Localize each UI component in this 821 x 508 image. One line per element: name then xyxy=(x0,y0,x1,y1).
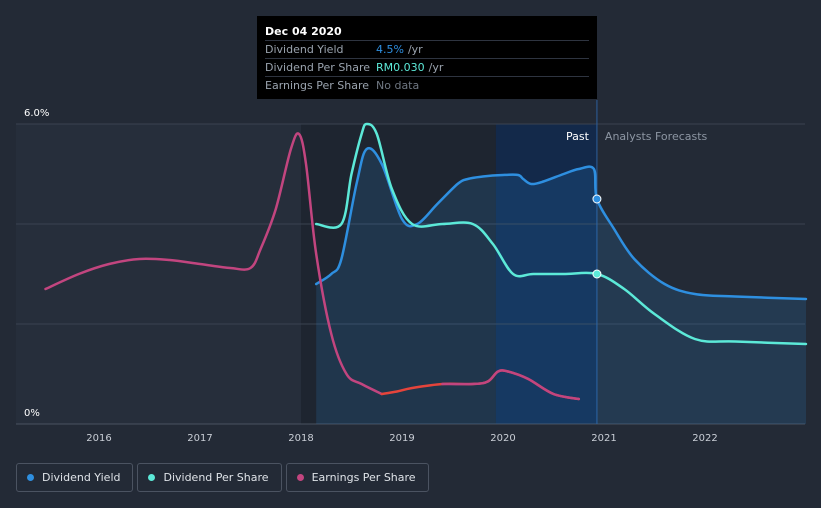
tooltip-label: Dividend Per Share xyxy=(265,61,371,74)
tooltip-label: Dividend Yield xyxy=(265,43,344,56)
tooltip-date: Dec 04 2020 xyxy=(265,25,342,38)
dividend-yield-area xyxy=(316,148,806,424)
x-tick-label: 2022 xyxy=(692,433,717,444)
tooltip-value: No data xyxy=(376,79,420,92)
area-fills xyxy=(316,148,806,424)
x-tick-label: 2021 xyxy=(591,433,616,444)
legend-label: Dividend Per Share xyxy=(163,471,269,484)
x-tick-label: 2020 xyxy=(490,433,515,444)
gridlines xyxy=(16,100,805,425)
dividend-yield-line xyxy=(314,146,808,301)
tooltip-unit: /yr xyxy=(428,61,444,74)
tooltip-unit: /yr xyxy=(407,43,423,56)
chart-legend: Dividend Yield Dividend Per Share Earnin… xyxy=(16,463,433,492)
tooltip-value: 4.5% xyxy=(376,43,404,56)
x-tick-label: 2019 xyxy=(389,433,414,444)
x-tick-label: 2017 xyxy=(187,433,212,444)
legend-earnings-per-share[interactable]: Earnings Per Share xyxy=(285,463,429,492)
dividend-per-share-marker xyxy=(592,269,602,279)
dividend-per-share-line xyxy=(314,122,808,346)
y-tick-label-top: 6.0% xyxy=(24,108,49,119)
legend-dot-icon xyxy=(148,474,156,481)
tooltip-row-dividend-yield: Dividend Yield 4.5% /yr xyxy=(265,40,589,58)
tooltip-row-earnings-per-share: Earnings Per Share No data xyxy=(265,76,589,94)
hover-markers xyxy=(592,194,602,279)
earnings-per-share-line xyxy=(44,132,384,396)
legend-label: Dividend Yield xyxy=(42,471,121,484)
axis-labels: 6.0% 0% 2016 2017 2018 2019 2020 2021 2022 Past An… xyxy=(24,108,718,444)
pre-2018-region xyxy=(16,124,301,424)
legend-dividend-per-share[interactable]: Dividend Per Share xyxy=(137,463,282,492)
chart-background xyxy=(16,124,597,424)
legend-dot-icon xyxy=(296,474,304,481)
tooltip-row-dividend-per-share: Dividend Per Share RM0.030 /yr xyxy=(265,58,589,76)
legend-dot-icon xyxy=(27,474,34,481)
x-tick-label: 2016 xyxy=(86,433,111,444)
dividend-yield-marker xyxy=(592,194,602,204)
x-tick-label: 2018 xyxy=(288,433,313,444)
earnings-per-share-line-late xyxy=(441,369,581,401)
legend-dividend-yield[interactable]: Dividend Yield xyxy=(16,463,134,492)
past-region xyxy=(301,124,496,424)
chart-canvas: 6.0% 0% 2016 2017 2018 2019 2020 2021 2022 Past An… xyxy=(16,100,808,444)
series-lines xyxy=(44,122,808,401)
hover-tooltip: Dec 04 2020 Dividend Yield 4.5% /yr Divi… xyxy=(257,16,597,99)
tooltip-label: Earnings Per Share xyxy=(265,79,370,92)
forecast-label: Analysts Forecasts xyxy=(605,130,708,143)
y-tick-label-bottom: 0% xyxy=(24,408,40,419)
past-label: Past xyxy=(566,130,590,143)
legend-label: Earnings Per Share xyxy=(311,471,416,484)
tooltip-value: RM0.030 xyxy=(376,61,425,74)
